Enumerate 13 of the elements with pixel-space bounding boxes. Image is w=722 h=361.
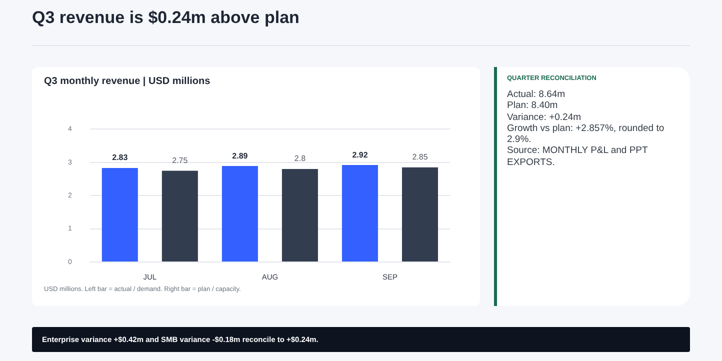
data-label: 2.75 — [172, 156, 188, 165]
data-label: 2.92 — [352, 150, 368, 160]
data-label: 2.89 — [232, 151, 248, 160]
source-note: Source: MONTHLY P&L and PPT EXPORTS. — [507, 145, 649, 168]
text: Actual: 8.64m — [507, 89, 566, 100]
text: Plan: 8.40m — [507, 100, 559, 112]
data-label: 2.85 — [412, 152, 428, 162]
text: Growth vs plan: +2.857%, rounded to 2.9%. — [507, 122, 666, 146]
text: Q3 revenue is $0.24m above plan — [32, 8, 300, 28]
data-label: 2.8 — [294, 154, 306, 164]
data-label: 2.83 — [112, 153, 128, 162]
chart-title: Q3 monthly revenue | USD millions — [44, 76, 210, 87]
text: Variance: +0.24m — [507, 112, 582, 123]
